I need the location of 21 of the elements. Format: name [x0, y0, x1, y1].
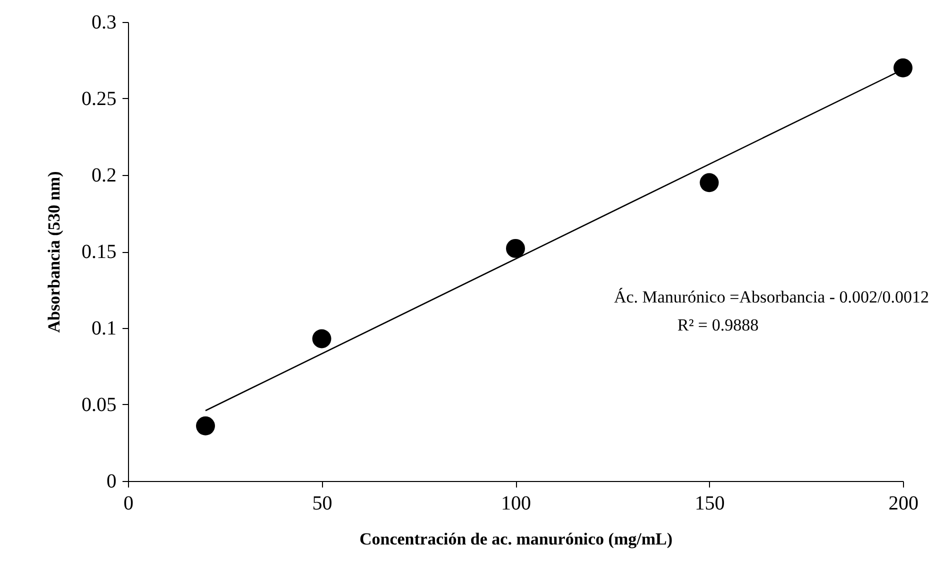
x-tick-label: 0: [124, 492, 134, 514]
point: [312, 329, 332, 348]
x-tick-label: 100: [501, 492, 531, 514]
y-tick-label: 0.25: [82, 88, 116, 110]
y-tick-label: 0.3: [92, 12, 116, 34]
point: [894, 58, 912, 78]
x-tick-label: 200: [888, 492, 918, 514]
annotation: R² = 0.9888: [677, 315, 759, 334]
y-tick-label: 0: [106, 470, 116, 492]
point: [700, 173, 719, 192]
point: [196, 416, 215, 436]
x-axis-title: Concentración de ac. manurónico (mg/mL): [359, 530, 673, 548]
y-tick-label: 0.05: [82, 394, 116, 416]
point: [506, 238, 525, 258]
x-tick-label: 50: [312, 492, 332, 514]
y-tick-label: 0.2: [92, 164, 116, 186]
y-tick-label: 0.1: [92, 318, 116, 340]
y-axis-title: Absorbancia (530 nm): [44, 171, 64, 333]
y-tick-label: 0.15: [82, 241, 116, 263]
annotation: Ác. Manurónico =Absorbancia - 0.002/0.0012: [614, 287, 929, 306]
x-tick-label: 150: [694, 492, 725, 514]
